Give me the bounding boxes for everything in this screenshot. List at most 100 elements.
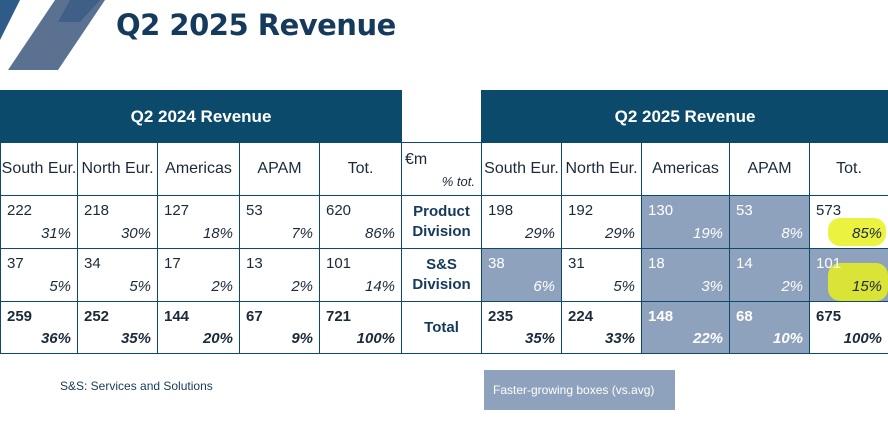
percent: 15% <box>852 278 883 295</box>
percent: 29% <box>604 225 636 242</box>
group-header-q2-2024: Q2 2024 Revenue <box>0 90 403 143</box>
value: 573 <box>816 202 842 219</box>
header-spacer <box>401 90 482 143</box>
row-label: S&S Division <box>401 248 483 302</box>
q2_2024-cell: 144 20% <box>157 301 240 354</box>
value: 101 <box>816 255 842 272</box>
value: 18 <box>648 255 665 272</box>
q2_2025-cell: 68 10% <box>729 301 811 354</box>
value: 721 <box>326 308 352 325</box>
percent: 85% <box>852 225 883 242</box>
percent: 10% <box>772 330 804 347</box>
highlight-marker <box>828 218 887 246</box>
q2_2025-cell: 130 19% <box>641 195 731 249</box>
q2_2024-cell: 37 5% <box>0 248 78 302</box>
percent: 2% <box>291 278 313 295</box>
q2-2024-col-header: Tot. <box>318 142 403 196</box>
value: 67 <box>246 308 263 325</box>
q2_2025-cell: 148 22% <box>641 301 731 354</box>
percent: 3% <box>701 278 724 295</box>
value: 675 <box>816 308 842 325</box>
percent: 86% <box>364 225 396 242</box>
percent: 29% <box>524 225 556 242</box>
value: 14 <box>736 255 753 272</box>
percent: 2% <box>211 278 233 295</box>
percent: 7% <box>291 225 313 242</box>
q2_2025-cell: 101 15% <box>809 248 888 302</box>
q2_2025-cell: 53 8% <box>729 195 811 249</box>
percent: 5% <box>129 278 151 295</box>
value: 222 <box>7 202 33 219</box>
q2_2024-cell: 218 30% <box>77 195 158 249</box>
value: 224 <box>568 308 594 325</box>
percent: 18% <box>202 225 233 242</box>
legend-box: Faster-growing boxes (vs.avg) <box>484 370 675 410</box>
q2_2024-cell: 101 14% <box>318 248 403 302</box>
row-label: Product Division <box>401 195 483 249</box>
q2_2025-cell: 14 2% <box>729 248 811 302</box>
percent: 33% <box>604 330 636 347</box>
percent: 20% <box>202 330 233 347</box>
q2_2024-cell: 222 31% <box>0 195 78 249</box>
percent: 35% <box>524 330 556 347</box>
value: 127 <box>164 202 190 219</box>
q2-2025-col-header: South Eur. <box>481 142 563 196</box>
logo-stripe-left <box>0 0 20 40</box>
q2_2024-cell: 13 2% <box>239 248 320 302</box>
q2-2024-col-header: APAM <box>239 142 320 196</box>
q2_2024-cell: 34 5% <box>77 248 158 302</box>
q2_2025-cell: 31 5% <box>561 248 643 302</box>
q2_2025-cell: 38 6% <box>481 248 563 302</box>
percent: 19% <box>692 225 724 242</box>
q2_2024-cell: 721 100% <box>318 301 403 354</box>
q2_2024-cell: 17 2% <box>157 248 240 302</box>
q2_2025-cell: 235 35% <box>481 301 563 354</box>
value: 148 <box>648 308 674 325</box>
value: 144 <box>164 308 190 325</box>
q2_2024-cell: 127 18% <box>157 195 240 249</box>
highlight-marker <box>828 263 888 301</box>
group-header-q2-2025: Q2 2025 Revenue <box>481 90 888 143</box>
page-title: Q2 2025 Revenue <box>116 8 396 42</box>
value: 235 <box>488 308 514 325</box>
logo-stripe-top <box>58 0 100 22</box>
unit-label: €m <box>405 151 428 168</box>
q2_2024-cell: 252 35% <box>77 301 158 354</box>
value: 620 <box>326 202 352 219</box>
value: 17 <box>164 255 181 272</box>
q2-2025-col-header: APAM <box>729 142 811 196</box>
percent: 2% <box>781 278 804 295</box>
percent: 100% <box>356 330 396 347</box>
q2-2025-col-header: North Eur. <box>561 142 643 196</box>
percent: 5% <box>49 278 71 295</box>
value: 218 <box>84 202 110 219</box>
logo-mark <box>0 0 105 70</box>
value: 192 <box>568 202 594 219</box>
value: 37 <box>7 255 24 272</box>
percent: 5% <box>613 278 636 295</box>
q2-2024-col-header: South Eur. <box>0 142 78 196</box>
q2-2024-col-header: Americas <box>157 142 240 196</box>
q2-2025-col-header: Tot. <box>809 142 888 196</box>
q2_2025-cell: 198 29% <box>481 195 563 249</box>
q2_2024-cell: 620 86% <box>318 195 403 249</box>
value: 31 <box>568 255 585 272</box>
value: 68 <box>736 308 753 325</box>
footnote: S&S: Services and Solutions <box>60 379 213 393</box>
percent: 8% <box>781 225 804 242</box>
pct-label: % tot. <box>441 174 476 189</box>
percent: 14% <box>364 278 396 295</box>
q2-2025-col-header: Americas <box>641 142 731 196</box>
value: 53 <box>736 202 753 219</box>
percent: 100% <box>843 330 883 347</box>
unit-header: €m % tot. <box>401 142 483 196</box>
q2_2024-cell: 67 9% <box>239 301 320 354</box>
q2_2025-cell: 192 29% <box>561 195 643 249</box>
value: 53 <box>246 202 263 219</box>
value: 101 <box>326 255 352 272</box>
q2_2024-cell: 259 36% <box>0 301 78 354</box>
q2_2025-cell: 18 3% <box>641 248 731 302</box>
value: 38 <box>488 255 505 272</box>
value: 13 <box>246 255 263 272</box>
q2-2024-col-header: North Eur. <box>77 142 158 196</box>
